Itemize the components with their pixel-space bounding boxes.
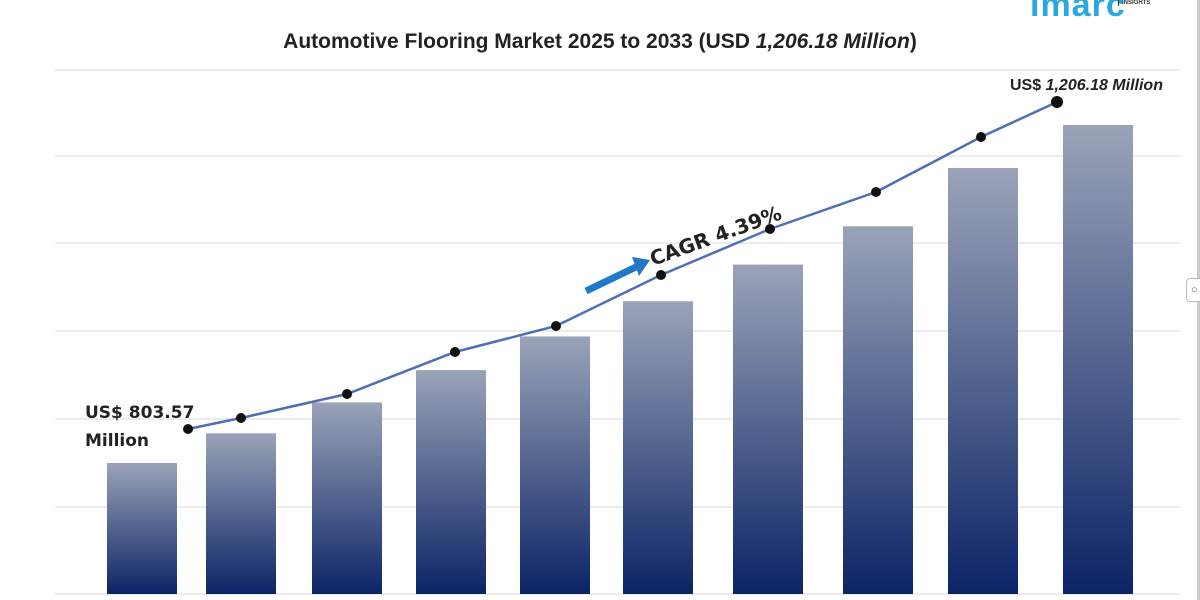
logo-text: imarc <box>1030 0 1126 24</box>
logo-subtitle: INSIGHTS <box>1118 0 1150 6</box>
bar-2031 <box>843 226 913 594</box>
start-value-label-line2: Million <box>85 431 149 451</box>
bar-2029 <box>623 301 693 594</box>
bar-2030 <box>733 264 803 594</box>
trend-point-2026 <box>342 389 352 399</box>
chart-title: Automotive Flooring Market 2025 to 2033 … <box>0 30 1200 54</box>
bar-2033 <box>1063 125 1133 594</box>
bar-2027 <box>416 370 486 594</box>
cagr-arrow-icon <box>584 257 650 295</box>
cagr-label: CAGR 4.39% <box>647 201 785 271</box>
end-label-value: 1,206.18 Million <box>1046 77 1164 94</box>
bar-2026 <box>312 402 382 594</box>
trend-point-2028 <box>551 321 561 331</box>
trend-point-2024 <box>183 424 193 434</box>
end-label-prefix: US$ <box>1010 77 1046 94</box>
title-value: 1,206.18 Million <box>755 30 910 53</box>
trend-line <box>187 100 1058 431</box>
trend-point-2027 <box>450 347 460 357</box>
trend-point-2029 <box>656 270 666 280</box>
bar-2025 <box>206 433 276 594</box>
bar-2032 <box>948 167 1018 594</box>
trend-point-2033 <box>1051 96 1063 108</box>
title-suffix: ) <box>909 30 917 53</box>
bar-2024 <box>107 462 177 594</box>
trend-point-2031 <box>871 187 881 197</box>
trend-point-2030 <box>765 224 775 234</box>
start-value-label-line1: US$ 803.57 <box>85 403 194 423</box>
trend-point-2032 <box>976 132 986 142</box>
title-prefix: Automotive Flooring Market 2025 to 2033 … <box>283 30 756 53</box>
end-value-label: US$ 1,206.18 Million <box>1010 77 1163 94</box>
imarc-logo: imarc <box>1030 0 1126 25</box>
trend-point-2025 <box>236 413 246 423</box>
side-search-icon[interactable]: ○ <box>1186 278 1200 302</box>
bar-2028 <box>520 336 590 594</box>
